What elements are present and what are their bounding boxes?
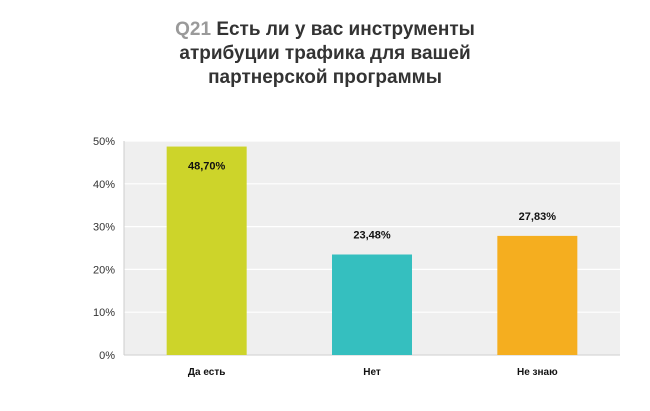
y-tick-label: 0% [99, 350, 115, 362]
y-tick-label: 50% [93, 136, 115, 148]
category-label: Не знаю [517, 367, 558, 378]
title-line-3: партнерской программы [208, 67, 442, 88]
data-label: 23,48% [353, 230, 391, 242]
category-label: Да есть [188, 367, 226, 378]
bar [497, 235, 578, 355]
title-line-2: атрибуции трафика для вашей [179, 43, 471, 64]
title-text-1: Есть ли у вас инструменты [216, 19, 475, 40]
chart-title: Q21 Есть ли у вас инструменты атрибуции … [0, 18, 650, 90]
y-tick-label: 30% [93, 222, 115, 234]
question-number: Q21 [175, 19, 212, 40]
bar [166, 146, 247, 355]
y-tick-label: 10% [93, 307, 115, 319]
data-label: 27,83% [519, 211, 557, 223]
y-tick-label: 40% [93, 179, 115, 191]
category-label: Нет [363, 367, 381, 378]
data-label: 48,70% [188, 161, 226, 173]
y-tick-label: 20% [93, 264, 115, 276]
title-line-1: Q21 Есть ли у вас инструменты [0, 18, 650, 42]
bar [332, 254, 412, 355]
